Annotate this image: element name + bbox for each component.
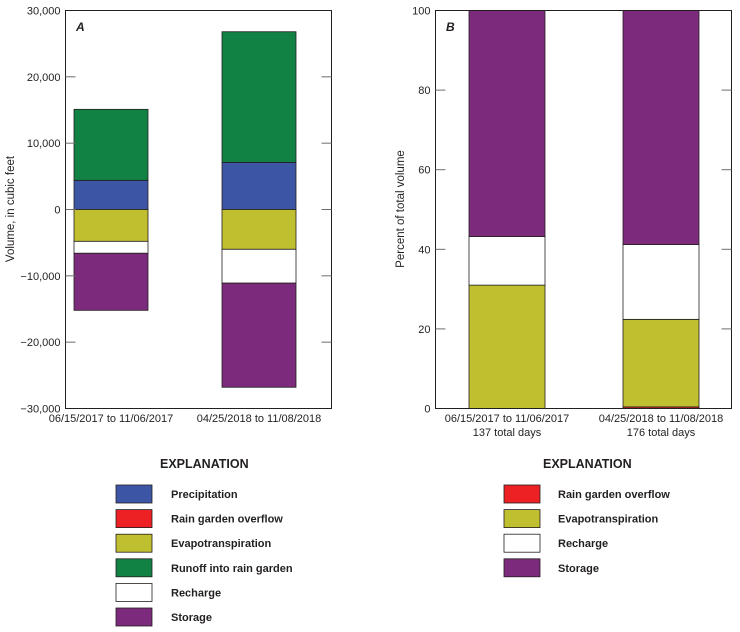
y-tick-label: 10,000 — [27, 138, 61, 150]
legend-swatch-precipitation — [115, 484, 153, 504]
legend-label-recharge: Recharge — [558, 538, 608, 550]
bar-segment-recharge — [73, 240, 149, 254]
legend-label-storage: Storage — [558, 563, 599, 575]
bar-segment-precipitation — [73, 179, 149, 210]
legend-label-recharge: Recharge — [171, 587, 221, 599]
x-category-label: 04/25/2018 to 11/08/2018 — [197, 413, 322, 425]
y-tick-label: 30,000 — [27, 6, 61, 18]
legend-swatch-rain-garden-overflow — [115, 509, 153, 529]
panel-a-ticks: 30,000 20,000 10,000 0 −10,000 −20,000 −30,000 — [20, 6, 332, 416]
panel-b-bars — [468, 10, 700, 409]
legend-swatch-rain-garden-overflow — [503, 484, 541, 504]
bar-segment-storage — [73, 252, 149, 311]
panel-a-xlabels: 06/15/2017 to 11/06/2017 04/25/2018 to 11… — [49, 413, 322, 425]
legend-label-rain-garden-overflow: Rain garden overflow — [558, 489, 670, 501]
panel-b-ylabel: Percent of total volume — [395, 150, 407, 268]
panel-b-xlabels: 06/15/2017 to 11/06/2017 137 total days 04… — [445, 413, 724, 439]
legend-swatch-storage — [503, 558, 541, 578]
y-tick-label: 20,000 — [27, 72, 61, 84]
panel-a-legend: EXPLANATION Precipitation Rain garden ove… — [115, 457, 293, 627]
panel-a-bars — [73, 31, 297, 388]
bar-segment-evapotranspiration — [468, 284, 546, 409]
y-tick-label: 100 — [412, 6, 430, 18]
bar-segment-evapotranspiration — [622, 318, 700, 408]
legend-label-precipitation: Precipitation — [171, 489, 238, 501]
y-tick-label: −10,000 — [20, 271, 60, 283]
legend-swatch-storage — [115, 607, 153, 627]
bar-segment-storage — [622, 10, 700, 245]
legend-swatch-runoff-into-rain-garden — [115, 558, 153, 578]
panel-b-legend-title: EXPLANATION — [543, 457, 632, 471]
x-category-sublabel: 176 total days — [627, 427, 696, 439]
y-tick-label: 0 — [424, 404, 430, 416]
panel-a-chart: Volume, in cubic feet 30,000 20,000 10,000… — [5, 6, 332, 425]
y-tick-label: 40 — [418, 244, 430, 256]
y-tick-label: 0 — [54, 205, 60, 217]
panel-a-ylabel: Volume, in cubic feet — [5, 155, 17, 262]
x-category-sublabel: 137 total days — [473, 427, 542, 439]
bar-segment-recharge — [622, 244, 700, 320]
legend-swatch-evapotranspiration — [115, 533, 153, 553]
bar-segment-evapotranspiration — [221, 209, 297, 250]
legend-label-rain-garden-overflow: Rain garden overflow — [171, 514, 283, 526]
bar-segment-runoff-into-rain-garden — [73, 108, 149, 181]
x-category-label: 06/15/2017 to 11/06/2017 — [49, 413, 174, 425]
panel-a-legend-title: EXPLANATION — [160, 457, 249, 471]
bar-segment-precipitation — [221, 162, 297, 210]
y-tick-label: 60 — [418, 165, 430, 177]
legend-label-runoff-into-rain-garden: Runoff into rain garden — [171, 563, 293, 575]
bar-segment-recharge — [468, 236, 546, 286]
y-tick-label: −30,000 — [20, 404, 60, 416]
panel-b-chart: Percent of total volume 100 80 60 40 20 0 B 0… — [395, 6, 732, 439]
legend-swatch-recharge — [115, 583, 153, 602]
x-category-label: 06/15/2017 to 11/06/2017 — [445, 413, 570, 425]
legend-label-storage: Storage — [171, 612, 212, 624]
legend-swatch-evapotranspiration — [503, 509, 541, 529]
y-tick-label: −20,000 — [20, 337, 60, 349]
legend-label-evapotranspiration: Evapotranspiration — [171, 538, 272, 550]
x-category-label: 04/25/2018 to 11/08/2018 — [599, 413, 724, 425]
panel-b-ticks: 100 80 60 40 20 0 — [412, 6, 732, 416]
bar-segment-storage — [468, 10, 546, 237]
bar-segment-runoff-into-rain-garden — [221, 31, 297, 163]
bar-segment-storage — [221, 282, 297, 388]
bar-segment-evapotranspiration — [73, 209, 149, 242]
y-tick-label: 20 — [418, 324, 430, 336]
panel-b-axes-frame — [435, 10, 732, 409]
panel-b-legend: EXPLANATION Rain garden overflow Evapotra… — [503, 457, 670, 578]
legend-swatch-recharge — [503, 533, 541, 553]
y-tick-label: 80 — [418, 85, 430, 97]
legend-label-evapotranspiration: Evapotranspiration — [558, 514, 659, 526]
bar-segment-recharge — [221, 248, 297, 284]
panel-b-label: B — [446, 20, 455, 34]
panel-a-label: A — [75, 20, 85, 34]
